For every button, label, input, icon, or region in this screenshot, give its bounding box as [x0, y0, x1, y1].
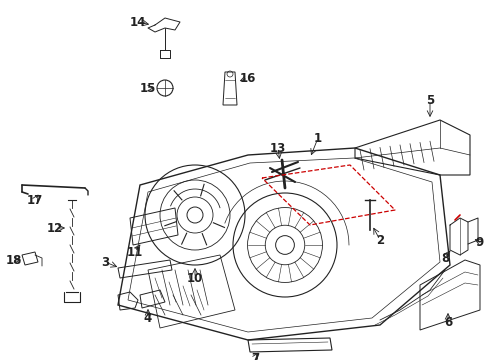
Text: 15: 15	[140, 81, 156, 94]
Text: 6: 6	[443, 315, 451, 328]
Text: 14: 14	[129, 15, 146, 28]
Text: 2: 2	[375, 234, 383, 247]
Text: 18: 18	[6, 253, 22, 266]
Text: 17: 17	[27, 194, 43, 207]
Text: 1: 1	[313, 131, 322, 144]
Text: 16: 16	[239, 72, 256, 85]
Text: 5: 5	[425, 94, 433, 107]
Text: 9: 9	[475, 235, 483, 248]
Text: 3: 3	[101, 256, 109, 269]
Text: 8: 8	[440, 252, 448, 265]
Text: 4: 4	[143, 311, 152, 324]
Text: 11: 11	[126, 246, 143, 258]
Text: 12: 12	[47, 221, 63, 234]
Text: 7: 7	[250, 351, 259, 360]
Text: 10: 10	[186, 271, 203, 284]
Text: 13: 13	[269, 141, 285, 154]
